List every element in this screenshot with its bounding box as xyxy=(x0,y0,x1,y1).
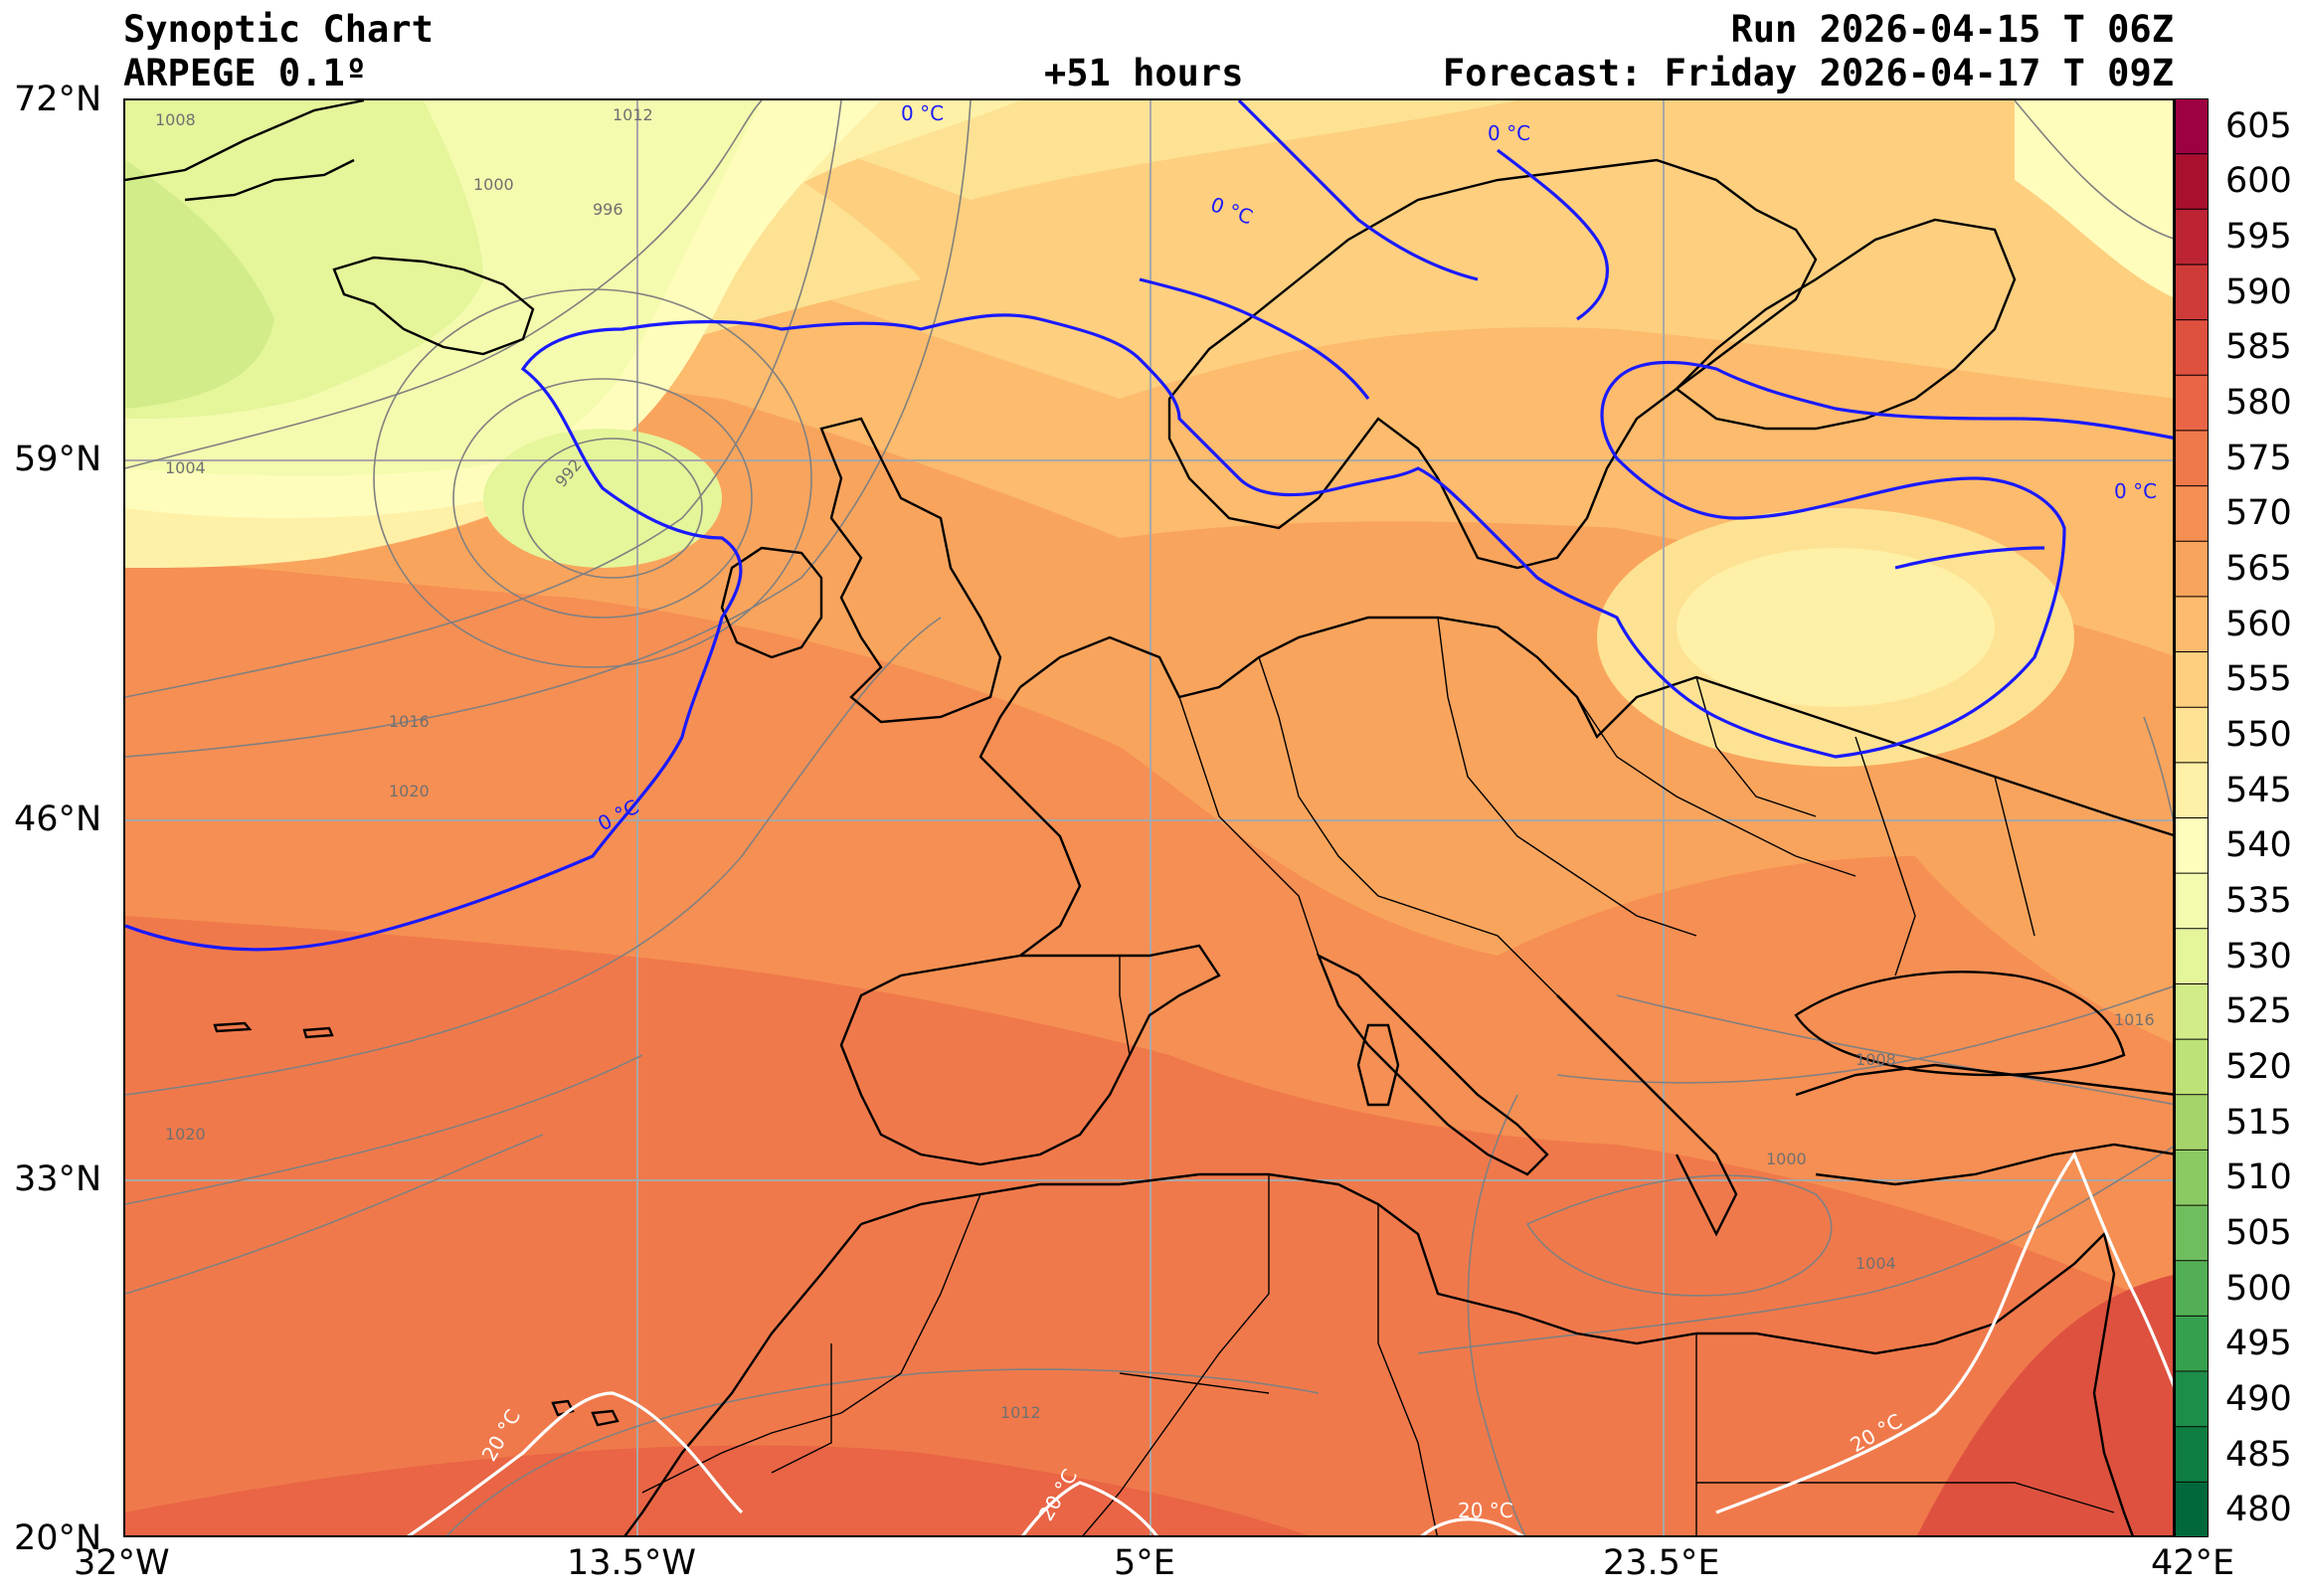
isobar-label: 996 xyxy=(593,200,623,219)
colorbar-label: 530 xyxy=(2225,936,2292,976)
colorbar-segment xyxy=(2175,873,2209,930)
colorbar-label: 490 xyxy=(2225,1378,2292,1419)
isobar-label: 1012 xyxy=(1000,1403,1041,1422)
map-canvas: 0 °C 0 °C 0 °C 0 °C 0 °C 20 °C 20 °C 20 … xyxy=(125,100,2173,1535)
isotherm-zero-label: 0 °C xyxy=(2114,479,2157,503)
colorbar-label: 600 xyxy=(2225,161,2292,202)
colorbar-segment xyxy=(2175,983,2209,1041)
forecast-time: Forecast: Friday 2026-04-17 T 09Z xyxy=(1442,52,2174,94)
colorbar-segment xyxy=(2175,1150,2209,1207)
colorbar-label: 525 xyxy=(2225,991,2292,1032)
isotherm-zero-label: 0 °C xyxy=(1488,121,1530,145)
coastlines xyxy=(125,100,2173,1535)
colorbar-segment xyxy=(2175,1426,2209,1484)
colorbar-label: 520 xyxy=(2225,1046,2292,1087)
isobars xyxy=(125,100,2173,1535)
colorbar-segment xyxy=(2175,375,2209,432)
isotherm-twenty xyxy=(407,1151,2173,1535)
isobar-label: 1000 xyxy=(473,175,514,194)
band-south xyxy=(125,1445,1308,1535)
isotherm-zero-label: 0 °C xyxy=(901,101,944,125)
isobar-label: 1020 xyxy=(389,782,430,800)
colorbar-segment xyxy=(2175,1316,2209,1373)
lat-label: 20°N xyxy=(14,1518,102,1558)
isobar-label: 1012 xyxy=(613,105,653,124)
band-535 xyxy=(125,160,274,409)
colorbar-segment xyxy=(2175,707,2209,764)
colorbar-label: 485 xyxy=(2225,1434,2292,1475)
colorbar-label: 565 xyxy=(2225,549,2292,590)
isobar-label: 1008 xyxy=(1856,1050,1896,1069)
colorbar-label: 535 xyxy=(2225,880,2292,921)
colorbar-label: 505 xyxy=(2225,1212,2292,1253)
lat-label: 59°N xyxy=(14,440,102,479)
lon-label: 23.5°E xyxy=(1603,1543,1720,1583)
colorbar-segment xyxy=(2175,541,2209,598)
colorbar-segment xyxy=(2175,209,2209,266)
colorbar-label: 545 xyxy=(2225,770,2292,810)
lon-label: 13.5°W xyxy=(567,1543,697,1583)
lat-label: 72°N xyxy=(14,80,102,119)
colorbar-label: 595 xyxy=(2225,217,2292,258)
colorbar-frame xyxy=(2175,98,2209,1537)
colorbar-segment xyxy=(2175,651,2209,709)
colorbar xyxy=(2175,98,2209,1537)
colorbar-segment xyxy=(2175,1094,2209,1152)
colorbar-label: 480 xyxy=(2225,1490,2292,1530)
lead-time: +51 hours xyxy=(1044,52,1244,94)
lon-label: 32°W xyxy=(74,1543,170,1583)
isotherm-twenty-label: 20 °C xyxy=(1458,1499,1513,1522)
chart-title: Synoptic Chart xyxy=(123,8,434,51)
lon-label: 5°E xyxy=(1114,1543,1175,1583)
isobar-label: 1008 xyxy=(155,110,196,129)
lon-label: 42°E xyxy=(2151,1543,2235,1583)
colorbar-segment xyxy=(2175,1371,2209,1428)
band-ne xyxy=(2015,100,2173,297)
band-ukraine-core xyxy=(1677,548,1995,707)
colorbar-label: 495 xyxy=(2225,1324,2292,1364)
colorbar-segment xyxy=(2175,1205,2209,1262)
colorbar-label: 515 xyxy=(2225,1102,2292,1143)
lat-label: 46°N xyxy=(14,799,102,839)
colorbar-label: 580 xyxy=(2225,383,2292,424)
model-name: ARPEGE 0.1º xyxy=(123,52,368,94)
colorbar-segment xyxy=(2175,762,2209,819)
borders xyxy=(641,617,2115,1535)
colorbar-label: 590 xyxy=(2225,271,2292,312)
colorbar-label: 500 xyxy=(2225,1268,2292,1309)
isobar-label: 1016 xyxy=(389,712,430,731)
colorbar-label: 560 xyxy=(2225,604,2292,644)
isotherm-zero xyxy=(125,100,2173,952)
lat-label: 33°N xyxy=(14,1159,102,1199)
colorbar-label: 550 xyxy=(2225,715,2292,756)
colorbar-label: 555 xyxy=(2225,659,2292,700)
colorbar-label: 575 xyxy=(2225,438,2292,478)
colorbar-segment xyxy=(2175,928,2209,985)
colorbar-segment xyxy=(2175,319,2209,377)
colorbar-segment xyxy=(2175,153,2209,211)
isobar-labels: 1008 1012 1000 996 1004 992 1016 1020 10… xyxy=(155,105,2155,1422)
colorbar-segment xyxy=(2175,1482,2209,1537)
isobar-label: 1004 xyxy=(1856,1254,1896,1273)
isobar-label: 1020 xyxy=(165,1125,206,1144)
colorbar-label: 510 xyxy=(2225,1157,2292,1198)
colorbar-label: 585 xyxy=(2225,327,2292,368)
colorbar-segment xyxy=(2175,817,2209,875)
colorbar-segment xyxy=(2175,264,2209,321)
colorbar-label: 540 xyxy=(2225,825,2292,866)
colorbar-segment xyxy=(2175,1260,2209,1318)
run-time: Run 2026-04-15 T 06Z xyxy=(1730,8,2174,51)
synoptic-map[interactable]: 0 °C 0 °C 0 °C 0 °C 0 °C 20 °C 20 °C 20 … xyxy=(123,98,2175,1537)
colorbar-segment xyxy=(2175,1039,2209,1096)
isobar-label: 1000 xyxy=(1766,1150,1807,1168)
colorbar-segment xyxy=(2175,485,2209,543)
isobar-label: 1016 xyxy=(2114,1010,2155,1029)
isobar-label: 1004 xyxy=(165,458,206,477)
colorbar-label: 570 xyxy=(2225,493,2292,534)
colorbar-segment xyxy=(2175,98,2209,155)
colorbar-segment xyxy=(2175,430,2209,487)
colorbar-label: 605 xyxy=(2225,105,2292,146)
colorbar-segment xyxy=(2175,596,2209,653)
